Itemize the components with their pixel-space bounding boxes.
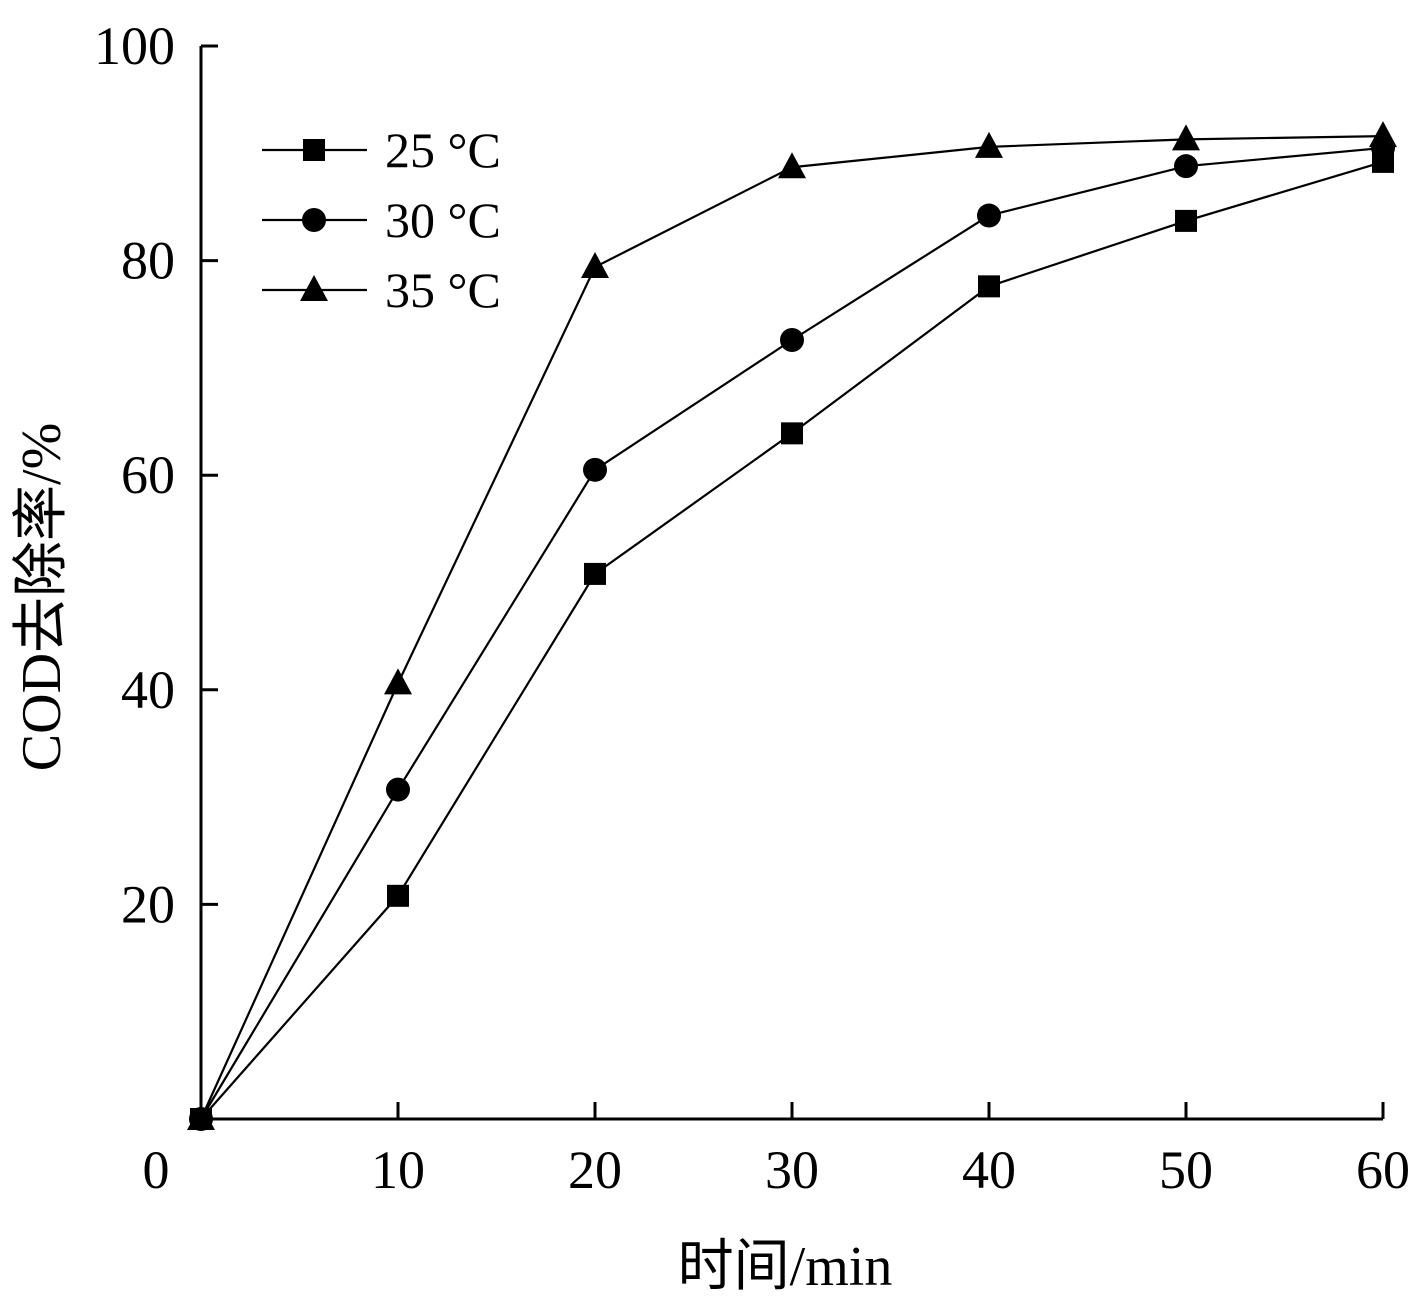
- y-tick-label: 100: [94, 16, 175, 76]
- data-point-circle: [386, 777, 410, 802]
- y-tick-label: 80: [121, 231, 175, 291]
- legend: 25 °C 30 °C 35 °C: [262, 122, 501, 318]
- series-line-triangle: [199, 135, 1384, 1120]
- labels: 时间/min COD去除率/% 0: [11, 423, 892, 1298]
- data-point-circle: [780, 328, 804, 353]
- origin-tick-label: 0: [143, 1140, 170, 1200]
- series-lines: [199, 135, 1384, 1120]
- x-tick-label: 60: [1356, 1140, 1410, 1200]
- data-point-square: [387, 884, 409, 907]
- y-tick-label: 20: [121, 874, 175, 934]
- x-axis-title: 时间/min: [678, 1236, 893, 1298]
- axes: 20 40 60 80 100 10 20 30 40 50 60: [94, 16, 1410, 1200]
- series-line-circle: [200, 146, 1384, 1120]
- data-point-triangle: [1369, 121, 1397, 148]
- data-point-triangle: [384, 668, 412, 695]
- data-point-circle: [1174, 154, 1198, 179]
- y-tick-label: 60: [121, 445, 175, 505]
- legend-label: 30 °C: [385, 192, 501, 248]
- data-point-square: [978, 275, 1000, 298]
- x-tick-label: 50: [1159, 1140, 1213, 1200]
- data-point-square: [1175, 209, 1197, 232]
- series-line-square: [200, 160, 1384, 1120]
- data-point-triangle: [581, 252, 609, 279]
- legend-label: 25 °C: [385, 122, 501, 178]
- data-point-circle: [583, 457, 607, 482]
- data-point-triangle: [187, 1104, 215, 1130]
- data-point-triangle: [1172, 124, 1200, 151]
- legend-marker-triangle: [300, 275, 328, 301]
- data-point-square: [584, 562, 606, 585]
- data-point-triangle: [975, 131, 1003, 158]
- x-tick-label: 40: [962, 1140, 1016, 1200]
- data-point-triangle: [778, 152, 806, 179]
- legend-marker-circle: [302, 208, 326, 232]
- series-markers: [187, 121, 1397, 1131]
- y-axis-title: COD去除率/%: [11, 423, 73, 771]
- x-tick-label: 20: [568, 1140, 622, 1200]
- data-point-square: [781, 422, 803, 445]
- x-tick-label: 10: [371, 1140, 425, 1200]
- x-tick-label: 30: [765, 1140, 819, 1200]
- y-tick-label: 40: [121, 660, 175, 720]
- legend-label: 35 °C: [385, 262, 501, 318]
- data-point-circle: [977, 203, 1001, 228]
- legend-marker-square: [303, 139, 325, 161]
